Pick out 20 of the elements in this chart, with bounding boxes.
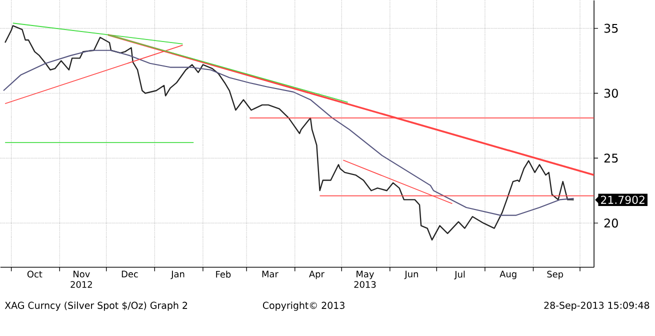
x-tick-label: Apr [309, 270, 324, 280]
x-tick-label: Mar [262, 270, 278, 278]
x-tick-label: Jun [404, 270, 418, 279]
y-tick-label: 25 [604, 154, 618, 163]
x-tick-label: Oct [27, 270, 42, 278]
x-tick-label: Feb [216, 270, 231, 278]
x-tick-label: Sep [547, 270, 564, 280]
y-tick-label: 30 [604, 88, 618, 98]
text: Copyright© 2013 [262, 302, 344, 311]
annotation: 21.7902 [601, 196, 644, 204]
x-tick-label: Jul [454, 270, 465, 280]
x-tick-label: Aug [500, 270, 516, 280]
text: 28-Sep-2013 15:09:48 [544, 302, 650, 311]
y-tick-label: 20 [604, 218, 618, 228]
x-tick-label: May 2013 [354, 270, 376, 288]
x-tick-label: Nov 2012 [70, 270, 92, 288]
y-tick-label: 35 [604, 24, 618, 33]
x-tick-label: Jan [170, 270, 184, 279]
text: XAG Curncy (Silver Spot $/Oz) Graph 2 [4, 302, 188, 311]
x-tick-label: Dec [122, 270, 138, 278]
